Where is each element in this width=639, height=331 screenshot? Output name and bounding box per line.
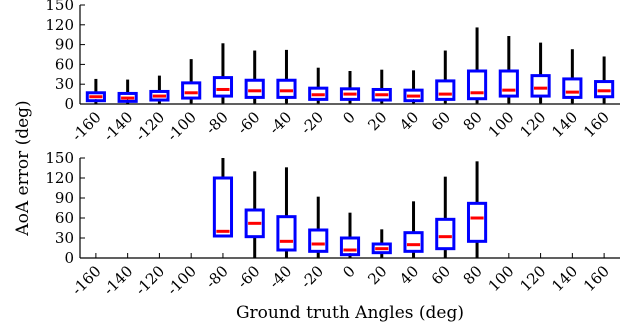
y-tick-label: 120 bbox=[45, 16, 74, 34]
x-tick-label: -20 bbox=[297, 262, 327, 292]
x-tick-label: 40 bbox=[396, 108, 422, 134]
box-iqr bbox=[149, 89, 170, 102]
bottom-panel: 0 30 60 90 120 150 -160-140-120-100 -80 -60 -40 -2… bbox=[45, 149, 620, 299]
box-iqr bbox=[212, 76, 234, 98]
box-iqr bbox=[403, 231, 424, 253]
x-tick-label: 80 bbox=[460, 108, 486, 134]
x-tick-label: -40 bbox=[265, 108, 295, 138]
box-iqr bbox=[181, 81, 202, 100]
x-tick-label: -60 bbox=[234, 108, 264, 138]
box-iqr bbox=[117, 91, 138, 103]
box-iqr bbox=[435, 79, 456, 101]
x-tick-label: -80 bbox=[202, 108, 232, 138]
box-iqr bbox=[435, 217, 456, 251]
box-iqr bbox=[530, 74, 551, 98]
y-tick-label: 150 bbox=[45, 149, 74, 167]
x-tick-label: -160 bbox=[68, 108, 105, 145]
box-iqr bbox=[498, 69, 519, 98]
x-tick-label: 0 bbox=[339, 108, 358, 127]
y-tick-label: 30 bbox=[55, 75, 74, 93]
x-tick-label: 80 bbox=[460, 262, 486, 288]
x-tick-label: -140 bbox=[100, 108, 137, 145]
x-tick-label: -40 bbox=[265, 262, 295, 292]
y-tick-label: 90 bbox=[55, 36, 74, 54]
x-axis-label: Ground truth Angles (deg) bbox=[236, 303, 464, 323]
x-tick-label: 140 bbox=[548, 108, 581, 141]
x-tick-label: 40 bbox=[396, 262, 422, 288]
y-tick-label: 0 bbox=[64, 249, 74, 267]
x-tick-label: 60 bbox=[428, 108, 454, 134]
y-tick-label: 120 bbox=[45, 169, 74, 187]
box-iqr bbox=[308, 86, 329, 101]
x-tick-label: -140 bbox=[100, 262, 137, 299]
box-iqr bbox=[276, 215, 297, 252]
y-tick-label: 60 bbox=[55, 55, 74, 73]
x-tick-label: 120 bbox=[516, 262, 549, 295]
x-tick-label: -100 bbox=[163, 262, 200, 299]
x-tick-label: 20 bbox=[364, 108, 390, 134]
x-tick-label: -80 bbox=[202, 262, 232, 292]
y-tick-label: 60 bbox=[55, 209, 74, 227]
box-iqr bbox=[403, 88, 424, 103]
box-iqr bbox=[594, 80, 615, 99]
x-tick-label: 160 bbox=[580, 108, 613, 141]
x-tick-label: 0 bbox=[339, 262, 358, 281]
y-axis-label: AoA error (deg) bbox=[13, 100, 33, 236]
x-tick-label: -160 bbox=[68, 262, 105, 299]
x-tick-label: -120 bbox=[132, 262, 169, 299]
y-tick-label: 90 bbox=[55, 189, 74, 207]
box-iqr bbox=[85, 91, 106, 103]
x-tick-label: -20 bbox=[297, 108, 327, 138]
box-iqr bbox=[244, 78, 265, 99]
box-iqr bbox=[466, 201, 488, 243]
x-tick-label: 120 bbox=[516, 108, 549, 141]
box-iqr bbox=[339, 236, 361, 257]
box-iqr bbox=[276, 78, 297, 99]
x-tick-label: 100 bbox=[485, 262, 518, 295]
box-iqr bbox=[212, 176, 234, 238]
x-tick-label: -60 bbox=[234, 262, 264, 292]
box-iqr bbox=[371, 242, 392, 255]
x-tick-label: -120 bbox=[132, 108, 169, 145]
box-iqr bbox=[371, 87, 392, 102]
x-tick-label: -100 bbox=[163, 108, 200, 145]
x-tick-label: 60 bbox=[428, 262, 454, 288]
box-iqr bbox=[466, 69, 488, 101]
x-tick-label: 140 bbox=[548, 262, 581, 295]
x-tick-label: 160 bbox=[580, 262, 613, 295]
y-tick-label: 30 bbox=[55, 229, 74, 247]
y-tick-label: 0 bbox=[64, 95, 74, 113]
box-iqr bbox=[244, 208, 265, 239]
box-iqr bbox=[562, 77, 583, 99]
box-iqr bbox=[339, 87, 361, 101]
y-tick-label: 150 bbox=[45, 0, 74, 14]
x-tick-label: 20 bbox=[364, 262, 390, 288]
box-iqr bbox=[308, 228, 329, 253]
x-tick-label: 100 bbox=[485, 108, 518, 141]
